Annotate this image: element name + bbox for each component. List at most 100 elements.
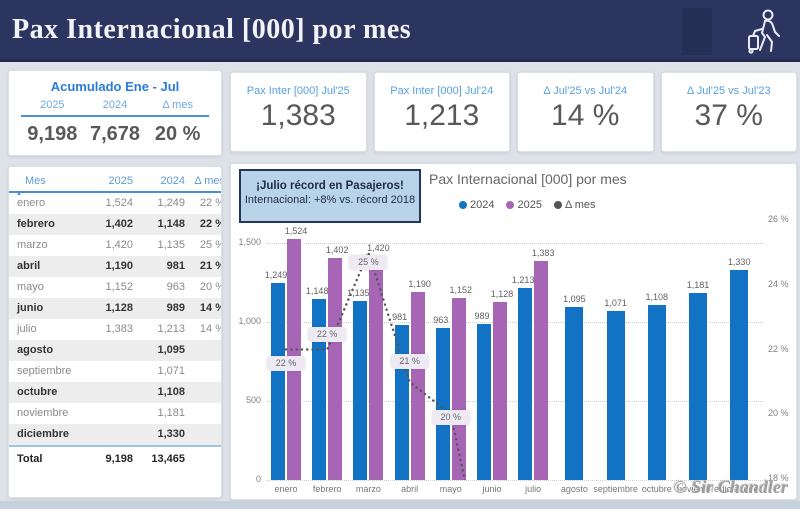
table-row[interactable]: mayo 1,152 963 20 % [9, 277, 221, 298]
bar-value-2025: 1,152 [449, 284, 473, 295]
delta-label-chip: 22 % [308, 326, 347, 342]
table-row[interactable]: febrero 1,402 1,148 22 % [9, 214, 221, 235]
table-cell: abril [17, 260, 41, 272]
legend-dot-delta [553, 201, 562, 209]
total-label: Total [17, 453, 43, 465]
kpi-card-jul24[interactable]: Pax Inter [000] Jul'24 1,213 [373, 72, 510, 152]
kpi-value: 1,383 [260, 99, 336, 132]
kpi-label: Δ Jul'25 vs Jul'24 [543, 85, 628, 97]
bar-2024[interactable] [271, 282, 285, 480]
bar-2024[interactable] [647, 304, 666, 480]
y-axis-tick: 500 [245, 395, 261, 405]
table-cell: 21 % [199, 260, 221, 272]
legend-item-2025[interactable]: 2025 [506, 199, 542, 211]
table-cell: 1,420 [105, 239, 133, 251]
monthly-chart-panel[interactable]: ¡Julio récord en Pasajeros! Internaciona… [230, 163, 797, 500]
table-col-mes[interactable]: Mes [25, 175, 46, 187]
acum-value-delta: 20 % [154, 123, 201, 145]
delta-line [284, 251, 466, 480]
gridline [267, 480, 763, 481]
x-axis-label: diciembre [719, 484, 759, 494]
bar-value-2024: 1,148 [305, 285, 329, 296]
x-axis-label: enero [274, 484, 298, 494]
table-col-2024[interactable]: 2024 [160, 175, 185, 187]
bar-2024[interactable] [689, 293, 707, 480]
x-axis-label: julio [525, 484, 542, 494]
table-cell: noviembre [17, 407, 69, 419]
bar-2025[interactable] [534, 261, 549, 480]
table-cell: octubre [17, 386, 58, 398]
table-col-2025[interactable]: 2025 [108, 175, 133, 187]
bar-2024[interactable] [730, 269, 749, 480]
table-row[interactable]: marzo 1,420 1,135 25 % [9, 235, 221, 256]
month-table[interactable]: Mes 2025 2024 Δ mes ▲ enero 1,524 1,249 22 … [8, 166, 222, 498]
table-cell: febrero [17, 218, 55, 230]
table-cell: 1,148 [157, 218, 185, 230]
bar-2025[interactable] [328, 258, 343, 480]
table-row[interactable]: octubre 1,108 [9, 382, 221, 403]
watermark: © Sir Chandler [673, 477, 789, 497]
table-cell: 1,190 [105, 260, 133, 272]
table-row[interactable]: abril 1,190 981 21 % [9, 256, 221, 277]
kpi-value: 14 % [551, 99, 620, 132]
table-header-row[interactable]: Mes 2025 2024 Δ mes ▲ [9, 167, 222, 197]
pct-axis-tick: 20 % [768, 408, 789, 419]
legend-dot-2025 [506, 201, 515, 209]
legend-item-2024[interactable]: 2024 [459, 199, 494, 211]
kpi-card-jul25[interactable]: Pax Inter [000] Jul'25 1,383 [230, 72, 367, 152]
bar-2025[interactable] [369, 255, 384, 480]
table-cell [83, 340, 133, 361]
table-cell: 22 % [199, 197, 221, 209]
kpi-row: Pax Inter [000] Jul'25 1,383 Pax Inter [… [230, 72, 797, 152]
bar-2024[interactable] [353, 300, 368, 480]
total-delta [185, 447, 221, 471]
total-2024: 13,465 [151, 453, 185, 465]
sort-asc-icon[interactable]: ▲ [16, 191, 22, 197]
bar-2024[interactable] [477, 323, 491, 480]
table-cell: 25 % [199, 239, 221, 251]
table-cell [185, 424, 221, 445]
kpi-label: Δ Jul'25 vs Jul'23 [686, 85, 771, 97]
kpi-card-delta-vs23[interactable]: Δ Jul'25 vs Jul'23 37 % [660, 72, 797, 152]
kpi-card-delta-yoy[interactable]: Δ Jul'25 vs Jul'24 14 % [517, 72, 654, 152]
legend-item-delta[interactable]: Δ mes [553, 199, 596, 211]
bar-2024[interactable] [312, 298, 327, 480]
table-row[interactable]: junio 1,128 989 14 % [9, 298, 221, 319]
chart-legend[interactable]: 2024 2025 Δ mes [459, 199, 596, 211]
bar-value-2025: 1,402 [325, 245, 349, 256]
kpi-label: Pax Inter [000] Jul'24 [390, 85, 494, 97]
bar-value-2024: 1,108 [645, 291, 669, 302]
bar-2024[interactable] [435, 327, 450, 480]
table-cell [185, 382, 221, 403]
annotation-line2: Internacional: +8% vs. récord 2018 [244, 194, 416, 206]
table-row[interactable]: noviembre 1,181 [9, 403, 221, 424]
x-axis-label: junio [482, 484, 502, 494]
delta-label-chip: 21 % [390, 353, 429, 369]
table-col-delta[interactable]: Δ mes [194, 175, 222, 187]
table-cell: septiembre [17, 365, 72, 377]
table-row[interactable]: septiembre 1,071 [9, 361, 221, 382]
bar-value-2024: 963 [433, 314, 449, 325]
pct-axis-tick: 18 % [768, 473, 789, 483]
x-axis-label: abril [401, 484, 419, 494]
table-row[interactable]: agosto 1,095 [9, 340, 221, 361]
annotation-line1: ¡Julio récord en Pasajeros! [256, 180, 404, 192]
bar-2024[interactable] [565, 306, 584, 480]
gridline [267, 322, 763, 323]
x-axis-label: octubre [641, 484, 672, 494]
table-cell: 1,330 [157, 428, 185, 440]
x-axis-label: septiembre [593, 484, 638, 494]
accumulated-card[interactable]: Acumulado Ene - Jul 2025 2024 Δ mes 9,19… [8, 70, 222, 156]
bar-2025[interactable] [493, 301, 507, 480]
table-row[interactable]: diciembre 1,330 [9, 424, 221, 445]
table-row[interactable]: enero 1,524 1,249 22 % [9, 193, 221, 214]
bar-value-2024: 989 [474, 310, 490, 321]
table-row[interactable]: julio 1,383 1,213 14 % [9, 319, 221, 340]
accumulated-title: Acumulado Ene - Jul [50, 79, 180, 94]
bar-value-2024: 1,071 [604, 297, 627, 308]
bar-2024[interactable] [518, 288, 533, 480]
bar-2025[interactable] [410, 291, 425, 480]
table-cell: 1,402 [105, 218, 133, 230]
bar-2024[interactable] [606, 310, 625, 480]
kpi-value: 37 % [694, 99, 763, 132]
